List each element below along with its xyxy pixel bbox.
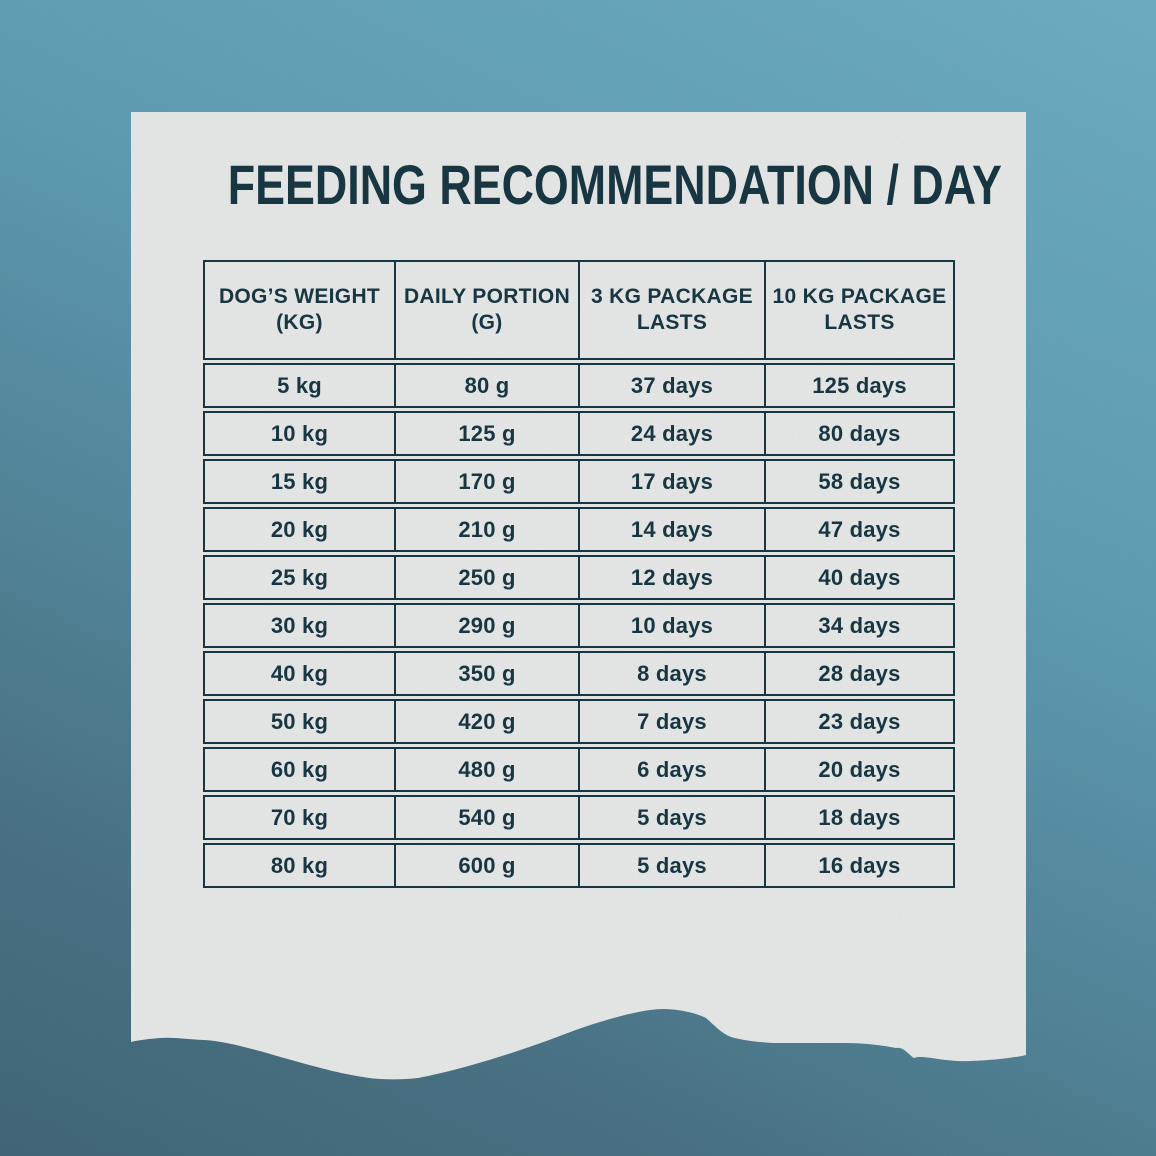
- page-title-text: FEEDING RECOMMENDATION / DAY: [227, 153, 1002, 216]
- cell-weight: 30 kg: [270, 612, 329, 638]
- cell-lasts-3kg: 24 days: [578, 413, 764, 454]
- table-row: 50 kg 420 g 7 days 23 days: [203, 699, 955, 744]
- cell-portion: 420 g: [393, 701, 578, 742]
- cell-portion: 210 g: [393, 509, 578, 550]
- cell-portion: 250 g: [393, 557, 578, 598]
- cell-lasts-3kg: 6 days: [578, 749, 764, 790]
- header-line: (G): [471, 311, 503, 334]
- cell-portion: 125 g: [393, 413, 578, 454]
- page-title: FEEDING RECOMMENDATION / DAY: [131, 157, 1026, 213]
- cell-lasts-10kg: 40 days: [764, 557, 953, 598]
- cell-portion: 350 g: [393, 653, 578, 694]
- card-torn-paper-edge: [131, 1000, 1026, 1080]
- cell-lasts-10kg: 80 days: [764, 413, 953, 454]
- header-dogs-weight: DOG’S WEIGHT (KG): [205, 262, 394, 358]
- cell-portion: 480 g: [393, 749, 578, 790]
- header-line: LASTS: [636, 311, 708, 334]
- cell-weight: 80 kg: [270, 852, 329, 878]
- cell-lasts-3kg: 7 days: [578, 701, 764, 742]
- cell-weight: 25 kg: [270, 564, 329, 590]
- cell-lasts-3kg: 14 days: [578, 509, 764, 550]
- header-3kg-package: 3 KG PACKAGE LASTS: [578, 262, 764, 358]
- table-row: 10 kg 125 g 24 days 80 days: [203, 411, 955, 456]
- cell-portion: 600 g: [393, 845, 578, 886]
- cell-lasts-10kg: 58 days: [764, 461, 953, 502]
- table-row: 30 kg 290 g 10 days 34 days: [203, 603, 955, 648]
- cell-lasts-10kg: 28 days: [764, 653, 953, 694]
- cell-lasts-10kg: 20 days: [764, 749, 953, 790]
- cell-weight: 10 kg: [270, 420, 329, 446]
- cell-lasts-3kg: 8 days: [578, 653, 764, 694]
- cell-lasts-3kg: 12 days: [578, 557, 764, 598]
- header-line: DOG’S WEIGHT: [218, 284, 381, 308]
- cell-lasts-10kg: 18 days: [764, 797, 953, 838]
- cell-lasts-10kg: 47 days: [764, 509, 953, 550]
- table-row: 40 kg 350 g 8 days 28 days: [203, 651, 955, 696]
- header-line: DAILY PORTION: [403, 284, 571, 308]
- cell-lasts-10kg: 34 days: [764, 605, 953, 646]
- cell-portion: 80 g: [393, 365, 578, 406]
- header-10kg-package: 10 KG PACKAGE LASTS: [764, 262, 953, 358]
- table-row: 80 kg 600 g 5 days 16 days: [203, 843, 955, 888]
- cell-weight: 60 kg: [270, 756, 329, 782]
- header-line: 3 KG PACKAGE: [591, 284, 753, 308]
- cell-lasts-3kg: 37 days: [578, 365, 764, 406]
- cell-lasts-10kg: 125 days: [764, 365, 953, 406]
- cell-lasts-10kg: 16 days: [764, 845, 953, 886]
- table-row: 20 kg 210 g 14 days 47 days: [203, 507, 955, 552]
- cell-lasts-3kg: 17 days: [578, 461, 764, 502]
- cell-lasts-3kg: 10 days: [578, 605, 764, 646]
- table-row: 70 kg 540 g 5 days 18 days: [203, 795, 955, 840]
- cell-lasts-3kg: 5 days: [578, 845, 764, 886]
- table-row: 60 kg 480 g 6 days 20 days: [203, 747, 955, 792]
- table-header-row: DOG’S WEIGHT (KG) DAILY PORTION (G) 3 KG…: [203, 260, 955, 360]
- feeding-table: DOG’S WEIGHT (KG) DAILY PORTION (G) 3 KG…: [203, 260, 955, 888]
- cell-portion: 290 g: [393, 605, 578, 646]
- cell-weight: 70 kg: [270, 804, 329, 830]
- cell-weight: 5 kg: [277, 372, 322, 398]
- cell-weight: 40 kg: [270, 660, 329, 686]
- cell-weight: 20 kg: [270, 516, 329, 542]
- header-line: 10 KG PACKAGE: [772, 284, 947, 308]
- table-row: 15 kg 170 g 17 days 58 days: [203, 459, 955, 504]
- cell-lasts-3kg: 5 days: [578, 797, 764, 838]
- table-row: 25 kg 250 g 12 days 40 days: [203, 555, 955, 600]
- header-daily-portion: DAILY PORTION (G): [393, 262, 578, 358]
- header-line: (KG): [276, 311, 323, 334]
- table-row: 5 kg 80 g 37 days 125 days: [203, 363, 955, 408]
- cell-portion: 170 g: [393, 461, 578, 502]
- cell-portion: 540 g: [393, 797, 578, 838]
- cell-weight: 15 kg: [270, 468, 329, 494]
- cell-weight: 50 kg: [270, 708, 329, 734]
- cell-lasts-10kg: 23 days: [764, 701, 953, 742]
- header-line: LASTS: [824, 311, 895, 334]
